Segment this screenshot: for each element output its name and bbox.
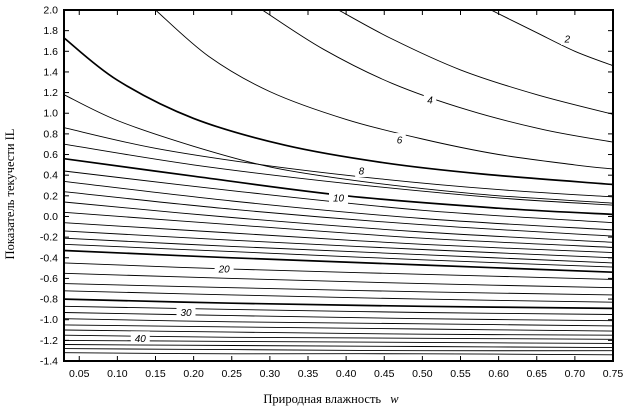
contour-line-17 xyxy=(64,230,613,259)
x-tick-label: 0.35 xyxy=(298,368,319,380)
y-tick-label: 1.6 xyxy=(43,46,58,58)
contour-line-14 xyxy=(64,201,613,243)
y-tick-label: -0.8 xyxy=(40,294,58,306)
contour-line-46 xyxy=(64,344,613,349)
contour-line-24 xyxy=(64,272,613,289)
contour-line-38 xyxy=(64,324,613,332)
x-tick-label: 0.40 xyxy=(336,368,357,380)
y-tick-label: 1.4 xyxy=(43,66,58,78)
contour-label: 40 xyxy=(135,334,147,345)
y-tick-label: 0.4 xyxy=(43,170,58,182)
contour-label-background xyxy=(214,262,234,276)
y-tick-label: 1.8 xyxy=(43,25,58,37)
contour-line-20 xyxy=(64,249,613,274)
plot-frame xyxy=(63,9,614,362)
contour-labels: 2 4 6 8 10 20 30 40 xyxy=(130,31,574,345)
contour-line-13 xyxy=(64,191,613,237)
contour-line-30 xyxy=(64,298,613,310)
x-tick-label: 0.30 xyxy=(260,368,281,380)
contour-line-12 xyxy=(64,180,613,231)
x-tick-label: 0.50 xyxy=(412,368,433,380)
y-tick-label: -0.6 xyxy=(40,273,58,285)
contour-label: 6 xyxy=(397,136,403,147)
contour-label: 4 xyxy=(427,95,433,106)
contour-line-36 xyxy=(64,318,613,327)
contour-line-19 xyxy=(64,243,613,268)
y-tick-label: 0.8 xyxy=(43,128,58,140)
contour-label-background xyxy=(561,31,574,45)
contour-lines xyxy=(64,10,613,356)
contour-line-32 xyxy=(64,305,613,315)
x-axis-label-text: Природная влажность xyxy=(263,392,381,406)
contour-label: 8 xyxy=(359,167,365,178)
x-tick-label: 0.75 xyxy=(603,368,624,380)
y-tick-label: -0.4 xyxy=(40,252,58,264)
contour-line-7 xyxy=(64,94,613,204)
contour-line-28 xyxy=(64,290,613,303)
x-tick-label: 0.25 xyxy=(222,368,243,380)
x-tick-label: 0.15 xyxy=(145,368,166,380)
contour-label-background xyxy=(329,190,348,204)
x-tick-label: 0.65 xyxy=(527,368,548,380)
contour-line-22 xyxy=(64,262,613,280)
y-tick-label: 0.6 xyxy=(43,149,58,161)
contour-label: 2 xyxy=(563,34,570,45)
y-tick-label: -1.0 xyxy=(40,314,58,326)
contour-line-5 xyxy=(155,10,613,170)
y-tick-label: -1.4 xyxy=(40,356,58,368)
contour-label-background xyxy=(176,305,196,319)
contour-line-15 xyxy=(64,211,613,248)
contour-line-16 xyxy=(64,222,613,254)
y-axis-label: Показатель текучести IL xyxy=(3,129,17,260)
y-tick-label: 1.2 xyxy=(43,87,58,99)
contour-line-3 xyxy=(338,10,613,115)
contour-label: 10 xyxy=(333,193,345,204)
y-tick-label: 0.2 xyxy=(43,190,58,202)
contour-label: 30 xyxy=(180,308,192,319)
x-tick-label: 0.55 xyxy=(450,368,471,380)
contour-label-background xyxy=(393,133,406,147)
x-tick-label: 0.45 xyxy=(374,368,395,380)
x-axis-label: Природная влажность w xyxy=(263,392,399,406)
contour-line-9 xyxy=(64,143,613,206)
contour-line-8 xyxy=(64,127,613,198)
contour-label-background xyxy=(423,92,437,106)
x-tick-label: 0.70 xyxy=(565,368,586,380)
contour-label: 20 xyxy=(218,265,231,276)
contour-line-50 xyxy=(64,352,613,356)
contour-line-2 xyxy=(490,10,613,67)
y-tick-label: 2.0 xyxy=(43,5,58,17)
y-tick-label: 1.0 xyxy=(43,108,58,120)
contour-label-background xyxy=(130,331,150,345)
x-tick-label: 0.10 xyxy=(107,368,128,380)
contour-label-background xyxy=(355,164,368,178)
y-tick-label: -1.2 xyxy=(40,335,58,347)
x-tick-label: 0.20 xyxy=(183,368,204,380)
contour-line-6 xyxy=(64,37,613,186)
contour-line-48 xyxy=(64,348,613,352)
contour-line-18 xyxy=(64,237,613,264)
contour-line-26 xyxy=(64,283,613,296)
x-tick-label: 0.05 xyxy=(69,368,90,380)
x-tick-label: 0.60 xyxy=(488,368,509,380)
y-tick-label: 0.0 xyxy=(43,211,58,223)
x-axis-label-variable: w xyxy=(390,392,399,406)
contour-line-34 xyxy=(64,312,613,322)
y-tick-label: -0.2 xyxy=(40,232,58,244)
contour-line-40 xyxy=(64,329,613,336)
